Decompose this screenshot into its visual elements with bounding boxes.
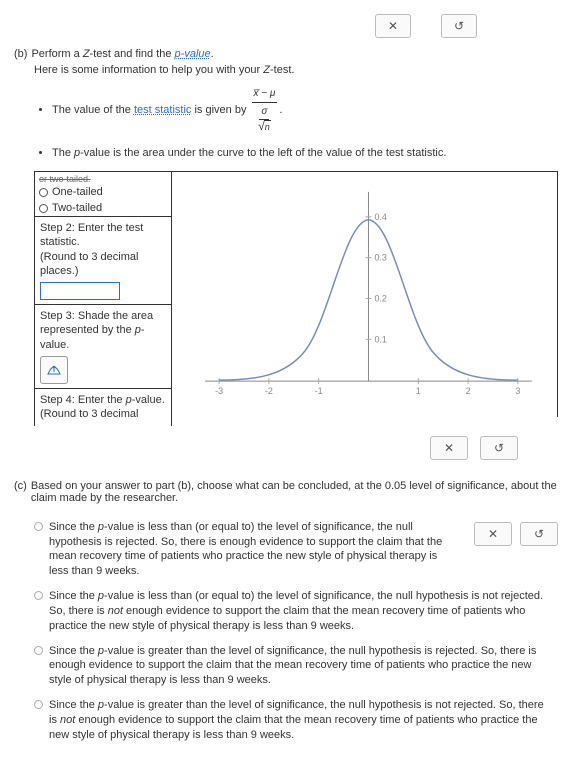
formula: x̅ − μ σ √n bbox=[252, 86, 278, 135]
shade-icon bbox=[46, 362, 62, 378]
part-c-label: (c) bbox=[14, 480, 27, 504]
radio-icon bbox=[39, 188, 48, 197]
shade-button[interactable] bbox=[40, 356, 68, 384]
part-b-instruction: Perform a Z-test and find the p-value. bbox=[31, 48, 213, 60]
xtick-neg1: -1 bbox=[315, 386, 323, 396]
reset-button-b[interactable]: ↺ bbox=[480, 436, 518, 460]
normal-curve-chart: -3 -2 -1 1 2 3 0.4 bbox=[172, 172, 557, 417]
close-button-b[interactable]: ✕ bbox=[430, 436, 468, 460]
close-button[interactable]: ✕ bbox=[375, 14, 411, 38]
close-icon: ✕ bbox=[388, 19, 398, 33]
close-button-c1[interactable]: ✕ bbox=[474, 522, 512, 546]
ytick-04: 0.4 bbox=[374, 212, 386, 222]
radio-icon bbox=[39, 204, 48, 213]
ytick-02: 0.2 bbox=[374, 293, 386, 303]
step-2-block: Step 2: Enter the test statistic. (Round… bbox=[35, 217, 171, 304]
reset-button[interactable]: ↺ bbox=[441, 14, 477, 38]
two-tailed-option[interactable]: Two-tailed bbox=[35, 200, 171, 216]
xtick-2: 2 bbox=[466, 386, 471, 396]
option-c2[interactable]: Since the p-value is less than (or equal… bbox=[34, 589, 558, 634]
reset-icon: ↺ bbox=[534, 526, 544, 542]
xtick-3: 3 bbox=[515, 386, 520, 396]
reset-button-c1[interactable]: ↺ bbox=[520, 522, 558, 546]
radio-icon bbox=[34, 591, 43, 600]
test-statistic-input[interactable] bbox=[40, 282, 120, 300]
ytick-01: 0.1 bbox=[374, 334, 386, 344]
radio-icon bbox=[34, 646, 43, 655]
step-3-block: Step 3: Shade the area represented by th… bbox=[35, 305, 171, 388]
chart-panel: -3 -2 -1 1 2 3 0.4 bbox=[172, 171, 558, 417]
part-b-subtext: Here is some information to help you wit… bbox=[34, 64, 558, 76]
p-value-link[interactable]: p-value bbox=[175, 48, 211, 60]
left-panel: or two-tailed. One-tailed Two-tailed Ste… bbox=[34, 171, 172, 426]
part-b: (b) Perform a Z-test and find the p-valu… bbox=[14, 48, 558, 460]
xtick-neg3: -3 bbox=[215, 386, 223, 396]
option-c1[interactable]: Since the p-value is less than (or equal… bbox=[34, 520, 558, 579]
xtick-neg2: -2 bbox=[265, 386, 273, 396]
bullet-1: The value of the test statistic is given… bbox=[52, 86, 558, 135]
info-bullets: The value of the test statistic is given… bbox=[52, 86, 558, 161]
bullet-2: The p-value is the area under the curve … bbox=[52, 145, 558, 162]
test-statistic-link[interactable]: test statistic bbox=[134, 104, 191, 116]
reset-icon: ↺ bbox=[454, 19, 464, 33]
close-icon: ✕ bbox=[488, 526, 498, 542]
part-b-toolbar: ✕ ↺ bbox=[14, 436, 518, 460]
part-b-label: (b) bbox=[14, 48, 27, 60]
top-toolbar: ✕ ↺ bbox=[294, 14, 558, 38]
option-c4[interactable]: Since the p-value is greater than the le… bbox=[34, 698, 558, 743]
part-c: (c) Based on your answer to part (b), ch… bbox=[14, 480, 558, 743]
close-icon: ✕ bbox=[444, 441, 454, 455]
option-c3[interactable]: Since the p-value is greater than the le… bbox=[34, 644, 558, 689]
radio-icon bbox=[34, 700, 43, 709]
xtick-1: 1 bbox=[416, 386, 421, 396]
step-4-block: Step 4: Enter the p-value. (Round to 3 d… bbox=[35, 389, 171, 426]
radio-icon bbox=[34, 522, 43, 531]
panel-strike-text: or two-tailed. bbox=[35, 172, 171, 184]
one-tailed-option[interactable]: One-tailed bbox=[35, 184, 171, 200]
part-c-intro: Based on your answer to part (b), choose… bbox=[31, 480, 558, 504]
ytick-03: 0.3 bbox=[374, 253, 386, 263]
work-area: or two-tailed. One-tailed Two-tailed Ste… bbox=[34, 171, 558, 426]
part-c-options: Since the p-value is less than (or equal… bbox=[34, 520, 558, 743]
reset-icon: ↺ bbox=[494, 441, 504, 455]
